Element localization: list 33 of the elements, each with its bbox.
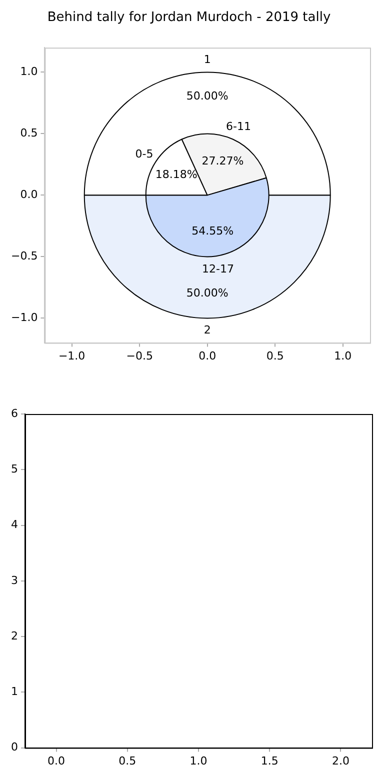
x-tick-label: −1.0 xyxy=(58,349,86,362)
y-tick-label: 0.5 xyxy=(20,126,38,140)
chart-title: Behind tally for Jordan Murdoch - 2019 tally xyxy=(47,10,331,26)
data-label: 27.27% xyxy=(202,154,244,168)
y-tick-label: 0 xyxy=(11,740,18,754)
slice-label: 0-5 xyxy=(135,148,154,160)
data-label: 54.55% xyxy=(192,224,234,238)
y-tick-label: −0.5 xyxy=(10,250,38,263)
y-tick-label: −1.0 xyxy=(10,311,38,324)
x-tick-label: −0.5 xyxy=(126,349,153,362)
y-tick-label: 0.0 xyxy=(20,188,38,202)
x-tick-label: 0.0 xyxy=(198,349,216,362)
x-tick-label: 0.0 xyxy=(48,754,66,768)
slice-label: 12-17 xyxy=(202,262,234,276)
y-tick-label: 1.0 xyxy=(20,65,38,78)
x-tick-label: 1.0 xyxy=(334,349,352,362)
x-tick-label: 1.5 xyxy=(260,754,278,768)
y-tick-label: 2 xyxy=(11,629,18,642)
slice-label: 6-11 xyxy=(226,120,251,133)
slice-label: 2 xyxy=(204,323,211,336)
data-label: 50.00% xyxy=(186,286,228,300)
data-label: 50.00% xyxy=(186,90,228,103)
slice-label: 1 xyxy=(204,52,211,66)
x-tick-label: 2.0 xyxy=(332,754,350,768)
y-tick-label: 1 xyxy=(11,685,18,698)
y-tick-label: 3 xyxy=(11,574,18,587)
y-tick-label: 4 xyxy=(11,518,18,532)
x-tick-label: 0.5 xyxy=(118,754,136,768)
data-label: 18.18% xyxy=(155,168,198,182)
x-tick-label: 1.0 xyxy=(190,754,208,768)
y-tick-label: 5 xyxy=(11,462,18,476)
y-tick-label: 6 xyxy=(11,406,18,420)
x-tick-label: 0.5 xyxy=(266,349,284,362)
